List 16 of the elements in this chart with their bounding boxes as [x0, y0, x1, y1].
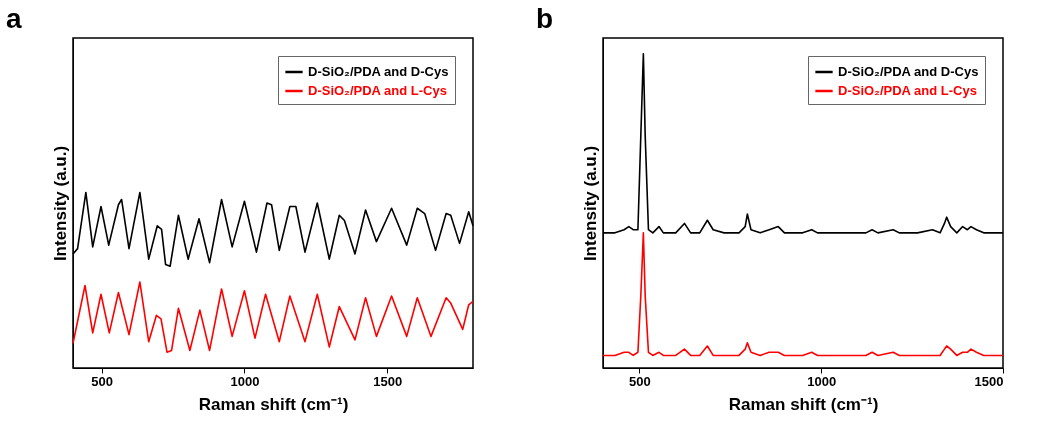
x-tick-label: 1500	[373, 373, 403, 389]
x-tick-label: 1000	[230, 373, 260, 389]
legend-label: D-SiO₂/PDA and D-Cys	[308, 64, 449, 79]
x-axis-title: Raman shift (cm⁻¹)	[728, 394, 879, 414]
x-tick-label: 1000	[807, 373, 837, 389]
legend-label: D-SiO₂/PDA and D-Cys	[838, 64, 979, 79]
x-axis-title: Raman shift (cm⁻¹)	[198, 394, 349, 414]
x-tick-label: 500	[629, 373, 651, 389]
legend-label: D-SiO₂/PDA and L-Cys	[838, 83, 977, 98]
x-tick-label: 1500	[974, 373, 1004, 389]
legend-label: D-SiO₂/PDA and L-Cys	[308, 83, 447, 98]
chart-title: a	[6, 3, 22, 34]
y-axis-title: Intensity (a.u.)	[50, 145, 70, 262]
y-axis-title: Intensity (a.u.)	[580, 145, 600, 262]
x-tick-label: 500	[91, 373, 113, 389]
chart-title: b	[536, 3, 554, 34]
